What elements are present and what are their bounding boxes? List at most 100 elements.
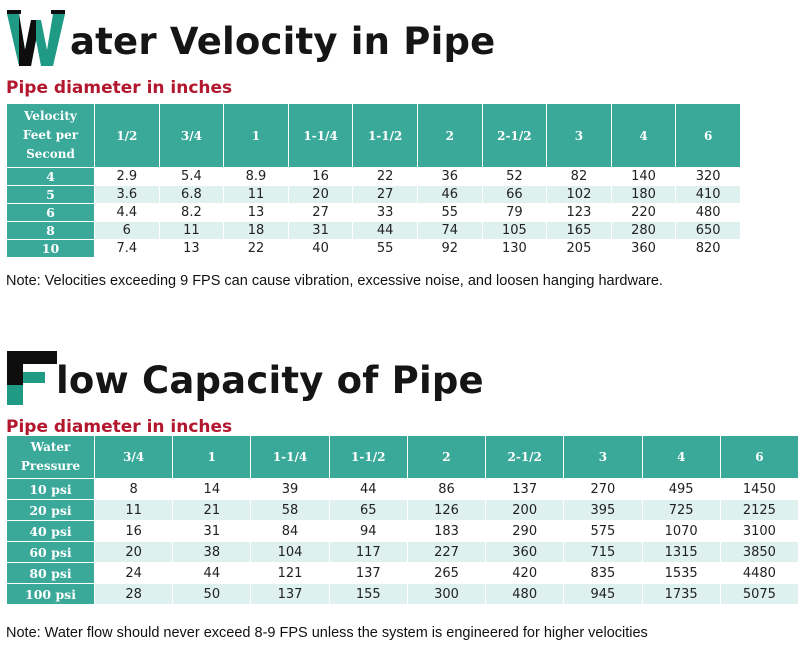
velocity-row-header: 4 [6,167,95,186]
table-cell: 94 [328,520,408,542]
table-cell: 8.2 [158,203,225,222]
table-cell: 360 [610,239,677,258]
velocity-corner-header: Velocity Feet per Second [6,103,95,168]
velocity-column-header: 3 [546,103,612,168]
table-cell: 27 [287,203,354,222]
table-row: 40 psi 16 31 84 94 183 290 575 1070 3100 [6,520,799,542]
velocity-row-header: 5 [6,185,95,204]
table-cell: 13 [158,239,225,258]
table-cell: 31 [287,221,354,240]
table-cell: 16 [287,167,354,186]
table-cell: 1450 [719,478,799,500]
table-cell: 137 [250,583,330,605]
table-cell: 360 [485,541,565,563]
table-row: 4 2.9 5.4 8.9 16 22 36 52 82 140 320 [6,167,741,186]
table-cell: 1535 [641,562,721,584]
table-cell: 11 [223,185,289,204]
table-cell: 20 [93,541,174,563]
table-cell: 220 [610,203,677,222]
table-cell: 14 [172,478,252,500]
table-row: 8 6 11 18 31 44 74 105 165 280 650 [6,221,741,240]
velocity-row-header: 6 [6,203,95,222]
table-cell: 835 [563,562,643,584]
table-row: 6 4.4 8.2 13 27 33 55 79 123 220 480 [6,203,741,222]
velocity-title: ater Velocity in Pipe [0,6,799,74]
table-cell: 18 [223,221,289,240]
velocity-table: Velocity Feet per Second 1/2 3/4 1 1-1/4 1-1/2… [6,103,741,258]
table-cell: 65 [328,499,408,521]
table-cell: 44 [172,562,252,584]
table-cell: 3100 [719,520,799,542]
velocity-corner-line: Velocity [24,109,77,123]
table-cell: 420 [485,562,565,584]
flow-column-header: 1 [172,435,252,479]
table-cell: 11 [158,221,225,240]
velocity-column-header: 2-1/2 [481,103,548,168]
table-cell: 165 [546,221,612,240]
velocity-title-text: ater Velocity in Pipe [70,20,496,63]
table-cell: 50 [172,583,252,605]
table-cell: 140 [610,167,677,186]
table-cell: 126 [406,499,487,521]
table-cell: 137 [328,562,408,584]
velocity-section: ater Velocity in Pipe Pipe diameter in i… [0,6,799,289]
table-cell: 2.9 [94,167,160,186]
flow-column-header: 2 [406,435,487,479]
table-cell: 183 [406,520,487,542]
flow-corner-line: Water [30,440,71,454]
table-cell: 575 [563,520,643,542]
table-cell: 300 [406,583,487,605]
table-cell: 265 [406,562,487,584]
flow-row-header: 100 psi [6,583,95,605]
velocity-corner-line: Second [26,147,75,161]
flow-title-text: low Capacity of Pipe [56,359,484,402]
table-cell: 33 [352,203,418,222]
flow-subtitle: Pipe diameter in inches [6,417,233,437]
table-row: 20 psi 11 21 58 65 126 200 395 725 2125 [6,499,799,521]
table-cell: 290 [485,520,565,542]
table-cell: 480 [675,203,741,222]
table-cell: 102 [546,185,612,204]
table-cell: 46 [416,185,483,204]
table-cell: 2125 [719,499,799,521]
table-cell: 3.6 [94,185,160,204]
table-cell: 410 [675,185,741,204]
table-cell: 715 [563,541,643,563]
flow-title: low Capacity of Pipe [0,345,799,413]
table-cell: 4.4 [94,203,160,222]
table-cell: 227 [406,541,487,563]
table-cell: 21 [172,499,252,521]
table-cell: 130 [481,239,548,258]
flow-column-header: 4 [641,435,721,479]
table-cell: 117 [328,541,408,563]
table-cell: 58 [250,499,330,521]
table-cell: 205 [546,239,612,258]
table-cell: 79 [481,203,548,222]
table-cell: 39 [250,478,330,500]
table-cell: 820 [675,239,741,258]
table-cell: 86 [406,478,487,500]
table-cell: 6.8 [158,185,225,204]
velocity-column-header: 1-1/4 [287,103,354,168]
table-cell: 36 [416,167,483,186]
table-cell: 495 [641,478,721,500]
table-cell: 7.4 [94,239,160,258]
table-cell: 40 [287,239,354,258]
table-cell: 104 [250,541,330,563]
velocity-row-header: 10 [6,239,95,258]
table-cell: 5.4 [158,167,225,186]
table-cell: 8.9 [223,167,289,186]
table-row: 80 psi 24 44 121 137 265 420 835 1535 4480 [6,562,799,584]
table-cell: 395 [563,499,643,521]
table-cell: 13 [223,203,289,222]
flow-note: Note: Water flow should never exceed 8-9… [6,625,648,641]
table-cell: 22 [352,167,418,186]
table-cell: 22 [223,239,289,258]
table-cell: 82 [546,167,612,186]
flow-column-header: 2-1/2 [485,435,565,479]
table-cell: 66 [481,185,548,204]
table-cell: 55 [352,239,418,258]
velocity-column-header: 1 [223,103,289,168]
velocity-column-header: 2 [416,103,483,168]
flow-row-header: 10 psi [6,478,95,500]
